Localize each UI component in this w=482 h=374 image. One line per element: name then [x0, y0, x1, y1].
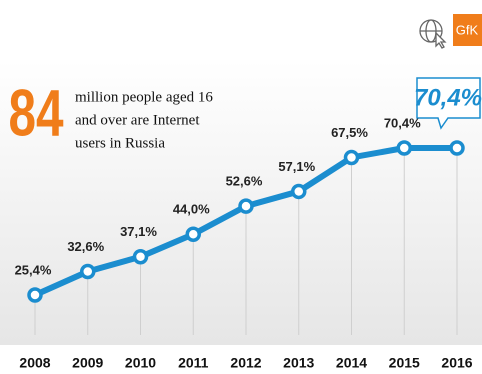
headline-text: million people aged 16	[75, 89, 213, 105]
headline-number: 84	[8, 77, 64, 151]
logo-box	[453, 14, 482, 46]
value-label: 37,1%	[120, 224, 157, 239]
value-label: 44,0%	[173, 202, 210, 217]
point	[396, 140, 412, 156]
point	[185, 226, 201, 242]
point	[80, 263, 96, 280]
headline-text: and over are Internet	[75, 112, 200, 128]
value-label: 52,6%	[226, 174, 263, 189]
point	[343, 149, 360, 166]
value-label: 57,1%	[278, 159, 315, 174]
point	[291, 183, 307, 200]
point	[132, 249, 149, 265]
point	[238, 198, 254, 214]
x-tick-label: 2014	[336, 355, 367, 371]
callout-label: 70,4%	[414, 84, 482, 111]
x-tick-label: 2015	[389, 355, 420, 371]
x-tick-label: 2009	[72, 355, 103, 371]
x-tick-label: 2012	[230, 355, 261, 371]
x-tick-label: 2008	[19, 355, 50, 371]
x-tick-label: 2010	[125, 355, 156, 371]
callout	[416, 77, 481, 130]
point	[449, 140, 465, 156]
x-tick-label: 2011	[178, 355, 209, 371]
value-label: 70,4%	[384, 115, 421, 130]
point	[27, 287, 43, 303]
x-tick-label: 2016	[441, 355, 472, 371]
x-tick-label: 2013	[283, 355, 314, 371]
value-label: 25,4%	[15, 262, 52, 277]
value-label: 32,6%	[67, 239, 104, 254]
headline-text: users in Russia	[75, 135, 165, 151]
value-label: 67,5%	[331, 125, 368, 140]
globe-icon	[419, 19, 447, 49]
logo: GfK	[456, 22, 479, 37]
